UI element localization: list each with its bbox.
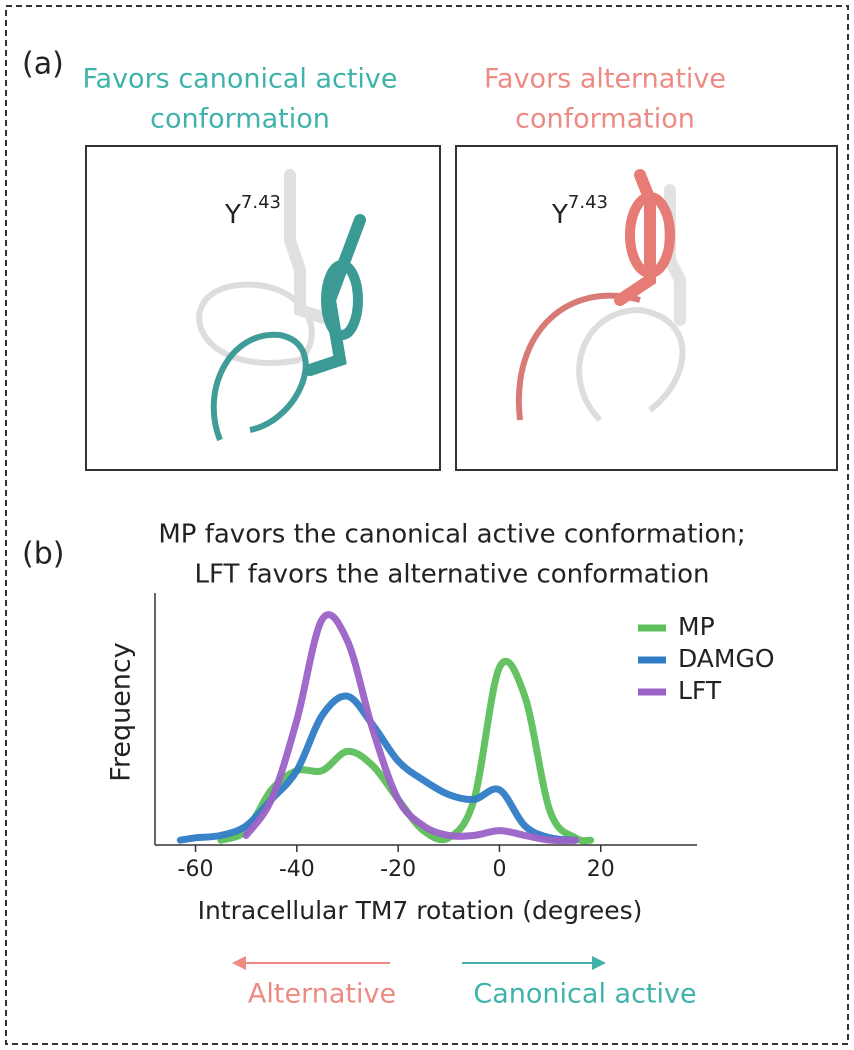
density-curve: [217, 657, 595, 845]
legend-label: DAMGO: [678, 644, 775, 673]
residue-label: Y7.43: [224, 192, 281, 230]
residue: Y: [551, 200, 568, 230]
legend-label: LFT: [678, 676, 722, 705]
residue-label: Y7.43: [551, 192, 608, 230]
heading: conformation: [515, 104, 695, 135]
density-curve: [242, 611, 579, 845]
frame: [5, 5, 849, 1045]
y-axis-label: Frequency: [106, 642, 137, 782]
x-tick-label: 20: [587, 857, 615, 882]
arrow-label: Canonical active: [473, 979, 696, 1010]
structure-left: Y7.43: [196, 169, 366, 442]
residue-sup: 7.43: [241, 192, 281, 213]
panel-label: (a): [22, 47, 64, 82]
panel-label: (b): [22, 537, 64, 572]
residue: Y: [224, 200, 241, 230]
chart-title: LFT favors the alternative conformation: [194, 560, 709, 590]
x-tick-label: -40: [279, 857, 315, 882]
x-axis-label: Intracellular TM7 rotation (degrees): [198, 896, 643, 925]
x-tick-label: 0: [492, 857, 506, 882]
residue-sup: 7.43: [568, 192, 608, 213]
structure-right: Y7.43: [515, 169, 686, 423]
heading: conformation: [150, 104, 330, 135]
legend-label: MP: [678, 612, 715, 641]
direction-arrows: [232, 956, 606, 970]
arrow-label: Alternative: [248, 979, 396, 1010]
chart-title: MP favors the canonical active conformat…: [158, 520, 745, 550]
x-tick-label: -60: [178, 857, 214, 882]
structure-box: [85, 145, 441, 471]
heading: Favors canonical active: [82, 64, 397, 95]
heading: Favors alternative: [484, 64, 726, 95]
x-tick-label: -20: [380, 857, 416, 882]
